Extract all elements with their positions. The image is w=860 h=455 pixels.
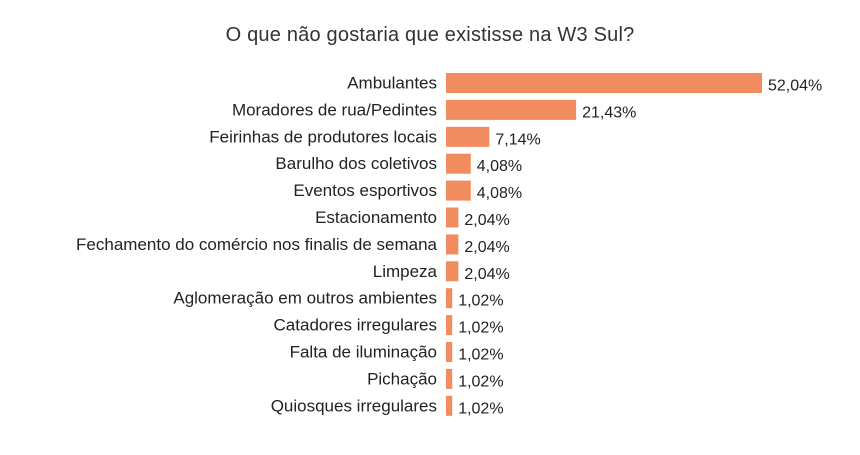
bar bbox=[446, 99, 577, 120]
category-label: Falta de iluminação bbox=[290, 343, 437, 362]
value-label: 1,02% bbox=[458, 400, 503, 417]
bar bbox=[446, 73, 762, 93]
category-label: Limpeza bbox=[373, 262, 438, 281]
category-label: Fechamento do comércio nos finalis de se… bbox=[76, 235, 438, 254]
category-label: Aglomeração em outros ambientes bbox=[173, 289, 437, 308]
chart-title: O que não gostaria que existisse na W3 S… bbox=[225, 24, 635, 46]
category-label: Barulho dos coletivos bbox=[275, 154, 437, 173]
bar bbox=[446, 261, 459, 282]
bar bbox=[446, 368, 453, 389]
value-label: 7,14% bbox=[495, 131, 540, 148]
value-label: 4,08% bbox=[477, 185, 522, 202]
category-label: Moradores de rua/Pedintes bbox=[232, 100, 437, 119]
value-label: 1,02% bbox=[458, 320, 503, 337]
value-label: 2,04% bbox=[464, 266, 509, 283]
category-label: Catadores irregulares bbox=[274, 316, 437, 335]
bar bbox=[446, 234, 459, 255]
category-label: Pichação bbox=[367, 369, 437, 388]
bar bbox=[446, 342, 453, 362]
value-label: 2,04% bbox=[464, 239, 509, 256]
category-label: Ambulantes bbox=[347, 74, 437, 93]
bar bbox=[446, 153, 471, 174]
value-label: 1,02% bbox=[458, 347, 503, 364]
category-label: Quiosques irregulares bbox=[271, 396, 437, 415]
bar bbox=[446, 288, 453, 309]
value-label: 21,43% bbox=[582, 104, 636, 121]
category-label: Estacionamento bbox=[315, 208, 437, 227]
bar bbox=[446, 395, 453, 416]
value-label: 4,08% bbox=[477, 158, 522, 175]
value-label: 1,02% bbox=[458, 373, 503, 390]
value-label: 52,04% bbox=[768, 78, 822, 95]
bar bbox=[446, 207, 459, 228]
value-label: 1,02% bbox=[458, 293, 503, 310]
bar bbox=[446, 315, 453, 336]
category-label: Eventos esportivos bbox=[293, 181, 437, 200]
value-label: 2,04% bbox=[464, 212, 509, 229]
bar bbox=[446, 126, 490, 147]
category-label: Feirinhas de produtores locais bbox=[209, 127, 437, 146]
bar bbox=[446, 180, 471, 201]
